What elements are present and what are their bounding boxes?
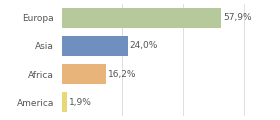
Text: 57,9%: 57,9% <box>223 13 252 22</box>
Bar <box>62 64 106 84</box>
Bar <box>62 8 221 28</box>
Bar <box>62 36 128 56</box>
Text: 1,9%: 1,9% <box>69 98 91 107</box>
Text: 16,2%: 16,2% <box>108 70 136 79</box>
Text: 24,0%: 24,0% <box>129 41 158 50</box>
Bar <box>62 92 67 112</box>
